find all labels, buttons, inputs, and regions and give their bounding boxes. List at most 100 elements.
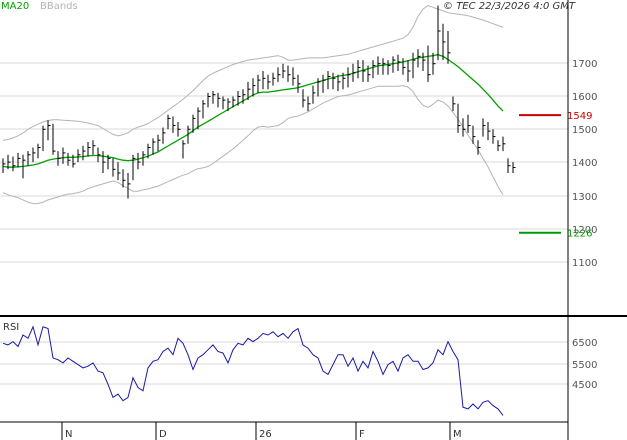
ohlc-bar — [277, 67, 281, 82]
ohlc-bar — [347, 67, 351, 88]
ohlc-bar — [157, 134, 161, 152]
x-tick-label: D — [159, 429, 167, 440]
support-label: 1226 — [567, 229, 592, 240]
resistance-label: 1549 — [567, 111, 592, 122]
ohlc-bar — [477, 140, 481, 155]
ohlc-bar — [12, 156, 16, 172]
ohlc-bar — [382, 58, 386, 75]
rsi-panel — [2, 325, 504, 416]
ohlc-bar — [117, 162, 121, 181]
ohlc-bar — [377, 56, 381, 75]
ohlc-bar — [227, 98, 231, 112]
ohlc-bar — [87, 142, 91, 157]
ohlc-bar — [37, 143, 41, 159]
ohlc-bar — [437, 5, 441, 61]
ohlc-bar — [327, 71, 331, 90]
ohlc-bar — [202, 100, 206, 119]
ohlc-bar — [507, 158, 511, 173]
ohlc-bar — [402, 58, 406, 75]
ohlc-bar — [22, 154, 26, 179]
ohlc-bar — [432, 52, 436, 75]
ohlc-bar — [72, 154, 76, 168]
ohlc-bar — [257, 74, 261, 93]
ohlc-bar — [62, 147, 66, 164]
ohlc-bar — [487, 122, 491, 141]
ohlc-bar — [267, 74, 271, 90]
bollinger-bands — [2, 4, 504, 205]
ohlc-bar — [312, 85, 316, 104]
ohlc-bar — [357, 60, 361, 79]
x-tick-label: 26 — [259, 429, 272, 440]
ohlc-bar — [47, 120, 51, 141]
ohlc-bar — [82, 145, 86, 161]
ohlc-bar — [207, 92, 211, 108]
ohlc-bar — [367, 65, 371, 82]
ohlc-bar — [27, 151, 31, 166]
price-tick-label: 1300 — [572, 192, 597, 203]
ohlc-bar — [187, 125, 191, 144]
ohlc-bar — [447, 31, 451, 64]
ohlc-bar — [417, 49, 421, 68]
ohlc-bar — [192, 114, 196, 133]
ohlc-bar — [112, 158, 116, 177]
ohlc-bar — [52, 123, 56, 155]
ohlc-bar — [177, 122, 181, 137]
price-tick-label: 1700 — [572, 59, 597, 70]
price-tick-label: 1400 — [572, 158, 597, 169]
ohlc-bar — [122, 169, 126, 188]
price-bars — [2, 5, 516, 199]
ohlc-bar — [142, 151, 146, 166]
ohlc-bar — [197, 107, 201, 130]
ohlc-bar — [442, 23, 446, 61]
ohlc-bar — [407, 60, 411, 82]
ohlc-bar — [322, 74, 326, 93]
ohlc-bar — [482, 118, 486, 137]
ohlc-bar — [502, 136, 506, 152]
ohlc-bar — [67, 152, 71, 166]
ohlc-bar — [252, 78, 256, 97]
ohlc-bar — [452, 96, 456, 112]
level-markers: 1549 1226 — [519, 111, 592, 240]
ohlc-bar — [107, 154, 111, 170]
ohlc-bar — [282, 63, 286, 79]
ohlc-bar — [42, 125, 46, 152]
ohlc-bar — [292, 67, 296, 86]
ohlc-bar — [237, 91, 241, 106]
bband-lower-line — [2, 85, 504, 205]
ohlc-bar — [102, 151, 106, 173]
ohlc-bar — [332, 72, 336, 90]
ohlc-bar — [427, 45, 431, 82]
ohlc-bar — [287, 65, 291, 82]
ohlc-bar — [342, 72, 346, 90]
ohlc-bar — [242, 89, 246, 104]
ohlc-bar — [147, 143, 151, 159]
ohlc-bar — [17, 152, 21, 168]
price-tick-label: 1500 — [572, 125, 597, 136]
copyright-label: © TEC 22/3/2026 4:0 GMT — [443, 1, 576, 12]
x-tick-label: M — [453, 429, 462, 440]
ohlc-bar — [337, 74, 341, 91]
ohlc-bar — [217, 92, 221, 108]
ohlc-bar — [457, 103, 461, 133]
ma20-legend: MA20 — [1, 1, 29, 12]
ohlc-bar — [97, 147, 101, 163]
ohlc-bar — [222, 96, 226, 110]
ohlc-bar — [302, 89, 306, 108]
price-tick-label: 1100 — [572, 258, 597, 269]
ohlc-bar — [387, 60, 391, 75]
ohlc-bar — [92, 140, 96, 155]
ohlc-bar — [307, 96, 311, 112]
ohlc-bar — [472, 125, 476, 144]
x-tick-label: F — [359, 429, 365, 440]
ohlc-bar — [212, 91, 216, 104]
rsi-tick-label: 5500 — [572, 360, 597, 371]
ohlc-bar — [297, 74, 301, 93]
price-tick-label: 1600 — [572, 92, 597, 103]
ohlc-bar — [32, 147, 36, 163]
rsi-title: RSI — [3, 322, 19, 333]
ohlc-bar — [512, 162, 516, 173]
ohlc-bar — [497, 140, 501, 152]
ohlc-bar — [362, 60, 366, 82]
